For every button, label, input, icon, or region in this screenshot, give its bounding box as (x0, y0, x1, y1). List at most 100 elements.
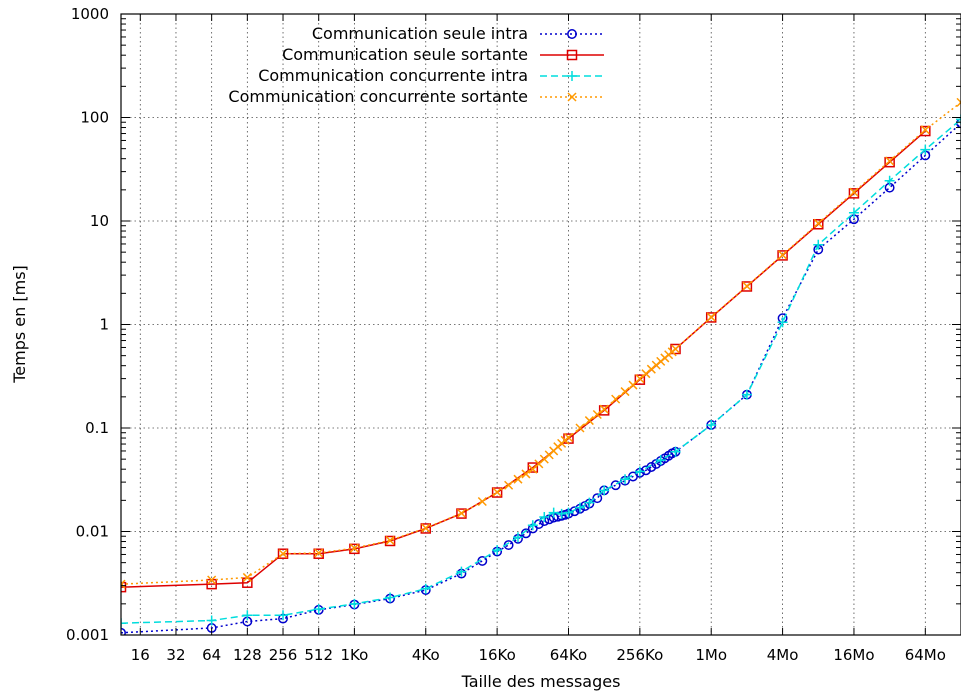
data-point (521, 469, 531, 479)
data-point (242, 572, 252, 582)
data-point (611, 394, 621, 404)
series-3 (121, 114, 961, 629)
x-tick-label: 512 (304, 646, 333, 664)
data-point (385, 535, 395, 545)
data-point (584, 497, 595, 508)
data-point (206, 615, 217, 626)
data-point (706, 419, 717, 430)
data-point (384, 535, 396, 547)
data-point (741, 281, 753, 292)
data-point (556, 508, 567, 519)
data-point (491, 487, 503, 498)
data-point (599, 404, 609, 414)
x-axis-title: Taille des messages (461, 672, 621, 691)
data-point (527, 520, 538, 531)
data-point (575, 423, 585, 433)
data-point (574, 502, 585, 513)
data-point (539, 512, 550, 523)
data-point (778, 250, 788, 260)
data-point (456, 508, 466, 518)
y-tick-label: 0.1 (85, 419, 109, 437)
series-layer (121, 97, 961, 635)
data-point (513, 474, 523, 484)
data-point (813, 219, 824, 230)
data-point (706, 312, 716, 322)
x-tick-label: 1Mo (695, 646, 727, 664)
data-point (813, 239, 824, 250)
data-point (599, 485, 610, 496)
x-tick-label: 4Mo (767, 646, 799, 664)
y-tick-label: 100 (80, 109, 109, 127)
data-point (548, 507, 559, 518)
data-point (121, 579, 126, 589)
x-tick-label: 256Ko (616, 646, 663, 664)
x-tick-label: 16Ko (478, 646, 515, 664)
data-point (456, 566, 467, 577)
data-point (671, 344, 681, 354)
data-point (314, 548, 324, 558)
data-point (242, 610, 253, 621)
x-tick-label: 1Ko (340, 646, 368, 664)
y-tick-label: 0.01 (76, 523, 109, 541)
legend-marker (567, 71, 577, 81)
x-tick-label: 64Mo (905, 646, 946, 664)
data-point (207, 575, 217, 585)
legend: Communication seule intra Communication s… (228, 24, 604, 106)
y-tick-label: 10 (90, 212, 109, 230)
data-point (563, 432, 574, 443)
data-point (705, 312, 717, 323)
data-point (278, 610, 289, 621)
x-tick-label: 16Mo (833, 646, 874, 664)
data-point (278, 549, 288, 559)
data-point (813, 218, 823, 228)
data-point (885, 156, 895, 166)
data-point (385, 592, 396, 603)
data-point (512, 532, 523, 543)
x-tick-label: 64Ko (550, 646, 587, 664)
x-tick-label: 4Ko (412, 646, 440, 664)
data-point (563, 507, 574, 518)
data-point (777, 250, 788, 261)
data-point (313, 604, 324, 615)
data-point (592, 493, 603, 504)
data-point (420, 583, 431, 594)
data-point (956, 97, 961, 107)
data-point (742, 281, 752, 291)
data-point (670, 343, 681, 355)
data-point (277, 548, 289, 559)
ticks-layer: 16 32 64 128 256 512 1Ko 4Ko 16Ko 64Ko 256Ko 1Mo 4Mo… (66, 5, 961, 664)
data-point (884, 156, 895, 168)
data-point (620, 387, 630, 397)
series-1 (121, 118, 961, 635)
data-point (492, 545, 503, 556)
x-tick-label: 32 (166, 646, 185, 664)
y-axis-title: Temps en [ms] (10, 265, 29, 384)
y-tick-label: 1 (99, 316, 109, 334)
data-point (634, 374, 646, 385)
x-tick-label: 128 (233, 646, 262, 664)
data-point (456, 508, 467, 519)
data-point (849, 187, 859, 197)
data-point (592, 409, 602, 420)
data-point (741, 389, 752, 400)
series-2 (121, 125, 931, 593)
legend-marker (567, 92, 577, 102)
data-point (635, 374, 645, 384)
data-point (634, 466, 645, 477)
data-point (584, 416, 594, 426)
data-point (349, 598, 360, 609)
data-point (421, 523, 431, 533)
data-point (598, 405, 610, 416)
grid-layer (121, 13, 961, 636)
data-point (610, 480, 621, 491)
data-point (349, 543, 359, 553)
legend-marker (567, 29, 577, 39)
x-tick-label: 16 (131, 646, 150, 664)
legend-label: Communication concurrente sortante (228, 87, 528, 106)
data-point (670, 446, 681, 457)
series-line (121, 130, 926, 588)
data-point (920, 125, 930, 135)
data-point (121, 581, 127, 593)
data-point (620, 474, 631, 485)
